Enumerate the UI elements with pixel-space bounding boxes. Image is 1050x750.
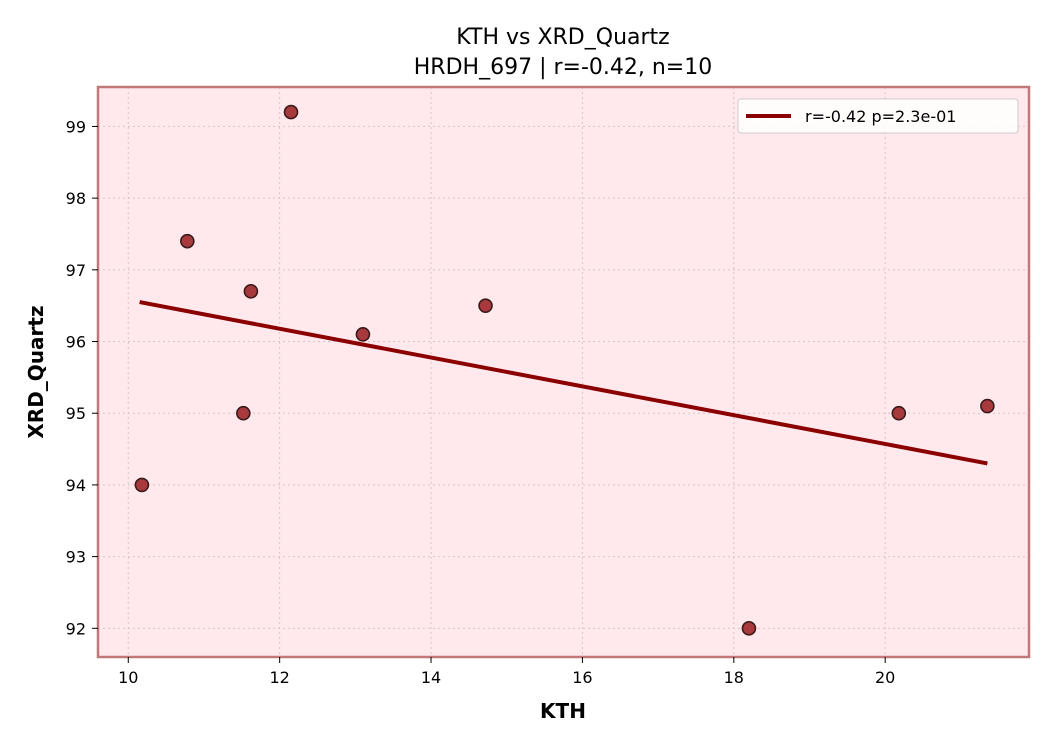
legend-label: r=-0.42 p=2.3e-01 bbox=[805, 107, 956, 126]
data-point bbox=[236, 405, 251, 421]
plot-frame bbox=[96, 85, 1031, 659]
fit-line-layer bbox=[139, 300, 988, 466]
data-point bbox=[180, 233, 195, 249]
data-point bbox=[891, 405, 907, 421]
axis-ticks: 10 12 14 16 18 20 92 93 94 95 96 97 98 99 bbox=[66, 117, 896, 687]
y-tick-label: 99 bbox=[66, 117, 86, 136]
x-tick-label: 12 bbox=[269, 668, 289, 687]
y-tick-label: 94 bbox=[66, 476, 86, 495]
data-point bbox=[478, 298, 493, 313]
fit-line bbox=[139, 300, 988, 466]
chart-title: KTH vs XRD_Quartz bbox=[456, 25, 669, 50]
x-axis-label: KTH bbox=[540, 699, 586, 723]
data-point bbox=[741, 621, 757, 636]
chart-subtitle: HRDH_697 | r=-0.42, n=10 bbox=[414, 55, 712, 80]
y-tick-label: 93 bbox=[66, 548, 86, 567]
y-tick-label: 98 bbox=[66, 189, 86, 208]
data-points bbox=[134, 104, 995, 636]
x-tick-label: 10 bbox=[118, 668, 138, 687]
data-point bbox=[134, 477, 150, 493]
legend: r=-0.42 p=2.3e-01 bbox=[737, 98, 1019, 134]
y-tick-label: 96 bbox=[66, 333, 86, 352]
x-tick-label: 14 bbox=[421, 668, 441, 687]
plot-background bbox=[98, 87, 1029, 657]
data-point bbox=[355, 327, 371, 342]
y-tick-label: 95 bbox=[66, 404, 86, 423]
data-point bbox=[980, 398, 995, 414]
y-axis-label: XRD_Quartz bbox=[24, 305, 48, 438]
x-tick-label: 16 bbox=[572, 668, 592, 687]
legend-box bbox=[737, 98, 1019, 134]
y-tick-label: 97 bbox=[66, 261, 86, 280]
x-tick-label: 20 bbox=[875, 668, 895, 687]
x-tick-label: 18 bbox=[724, 668, 744, 687]
data-point bbox=[283, 104, 299, 120]
y-tick-label: 92 bbox=[66, 619, 86, 638]
data-point bbox=[243, 284, 259, 299]
